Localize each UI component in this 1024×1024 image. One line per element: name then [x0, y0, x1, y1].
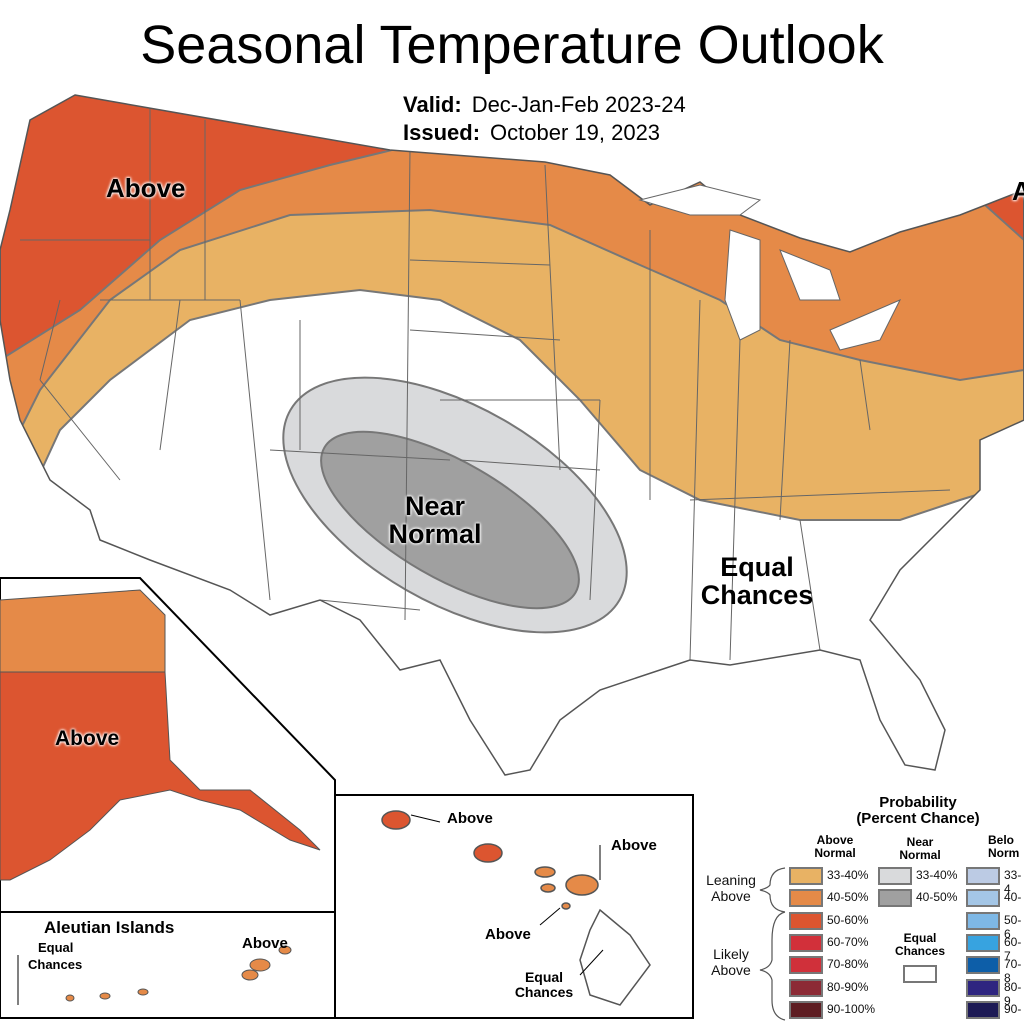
legend-swatch-near-1 — [878, 889, 912, 908]
legend-swatch-below-4 — [966, 956, 1000, 975]
region-above-50-60-west — [0, 95, 393, 362]
legend-braces — [759, 867, 786, 1021]
legend-label-below-0: 33-4 — [1004, 868, 1022, 896]
legend-title: Probability (Percent Chance) — [856, 794, 980, 827]
legend-swatch-above-2 — [789, 911, 823, 930]
legend-label-below-5: 80-9 — [1004, 979, 1022, 1008]
legend-near-header: Near Normal — [899, 835, 941, 862]
legend-label-below-2: 50-6 — [1004, 912, 1022, 941]
great-lakes — [638, 184, 902, 351]
legend-equal-header: Equal Chances — [894, 931, 946, 958]
alaska-50-60 — [0, 671, 321, 881]
label-alaska: Above — [55, 727, 120, 750]
state-borders — [20, 100, 951, 661]
hawaii-oahu-label: Above — [485, 926, 531, 943]
issued-label: Issued: — [403, 120, 481, 145]
label-near-normal: Near Normal — [388, 491, 482, 550]
label-northeast: A — [1012, 176, 1024, 206]
legend-swatch-above-0 — [789, 867, 823, 885]
legend-label-above-5: 80-90% — [827, 979, 869, 994]
legend-swatch-near-0 — [878, 867, 912, 885]
valid-value: Dec-Jan-Feb 2023-24 — [471, 92, 686, 117]
aleutian-islands — [65, 945, 292, 1002]
hawaii-equal-label: Equal Chances — [514, 969, 574, 1000]
legend-swatch-below-2 — [966, 911, 1000, 930]
hawaii-kauai-label: Above — [447, 810, 493, 827]
legend-below-header: Belo Norm — [988, 833, 1020, 860]
region-near-40-50 — [320, 430, 580, 610]
legend-swatch-equal — [903, 965, 937, 983]
legend-swatch-below-0 — [966, 867, 1000, 885]
page-title: Seasonal Temperature Outlook — [140, 15, 884, 75]
valid-line: Valid: Dec-Jan-Feb 2023-24 — [403, 92, 686, 118]
legend-swatch-above-6 — [789, 1000, 823, 1019]
legend-label-near-1: 40-50% — [916, 890, 958, 905]
legend-likely-above: Likely Above — [711, 946, 751, 978]
legend-label-below-3: 60-7 — [1004, 934, 1022, 963]
legend-leaning-above: Leaning Above — [706, 872, 756, 904]
legend-label-below-1: 40- — [1004, 890, 1022, 905]
legend-swatch-above-1 — [789, 889, 823, 908]
aleutian-inset-frame — [0, 911, 336, 1019]
issued-value: October 19, 2023 — [490, 120, 661, 145]
valid-label: Valid: — [403, 92, 462, 117]
aleutian-title: Aleutian Islands — [44, 918, 175, 937]
legend-label-above-2: 50-60% — [827, 912, 869, 927]
hawaii-islands — [381, 810, 651, 1006]
label-northwest: Above — [106, 173, 186, 203]
aleutian-equal: Equal — [38, 940, 74, 955]
legend-label-above-4: 70-80% — [827, 957, 869, 972]
legend-swatch-below-5 — [966, 978, 1000, 997]
alaska-north-40-50 — [0, 589, 166, 673]
hawaii-maui-label: Above — [611, 837, 657, 854]
legend-label-above-6: 90-100% — [827, 1001, 876, 1016]
legend-label-below-4: 70-8 — [1004, 957, 1022, 986]
legend-swatch-above-3 — [789, 933, 823, 952]
legend-label-above-1: 40-50% — [827, 890, 869, 905]
legend-label-above-3: 60-70% — [827, 934, 869, 949]
legend-label-below-6: 90- — [1004, 1001, 1022, 1016]
legend-label-near-0: 33-40% — [916, 868, 958, 882]
issued-line: Issued: October 19, 2023 — [403, 120, 660, 146]
aleutian-chances: Chances — [28, 957, 83, 972]
legend-swatch-below-1 — [966, 889, 1000, 908]
legend-swatch-below-6 — [966, 1000, 1000, 1019]
legend-label-above-0: 33-40% — [827, 868, 869, 882]
legend-swatch-above-5 — [789, 978, 823, 997]
label-equal-chances: Equal Chances — [700, 552, 814, 611]
aleutian-above: Above — [242, 935, 288, 952]
legend-swatch-below-3 — [966, 933, 1000, 952]
legend-above-header: Above Normal — [814, 833, 856, 860]
legend-swatch-above-4 — [789, 956, 823, 975]
